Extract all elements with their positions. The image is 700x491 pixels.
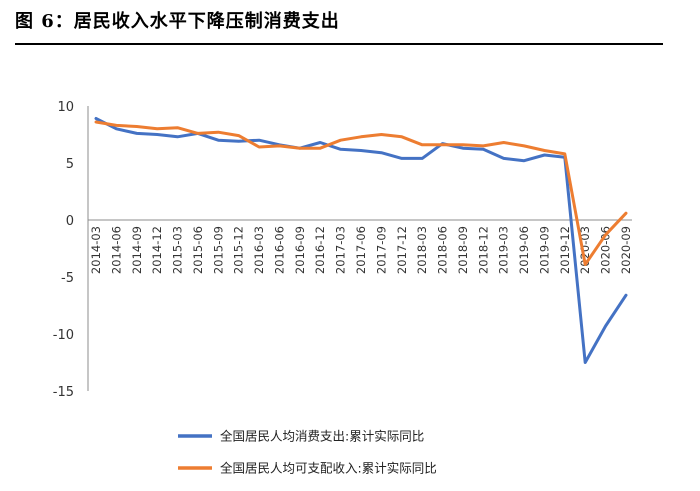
x-tick-label: 2018-06 xyxy=(436,226,450,274)
y-tick-label: -10 xyxy=(53,328,74,343)
x-tick-label: 2017-12 xyxy=(395,226,409,274)
series-lines xyxy=(94,117,628,364)
x-tick-label: 2014-06 xyxy=(109,226,123,274)
title-underline xyxy=(15,43,663,45)
x-tick-label: 2016-12 xyxy=(313,226,327,274)
x-tick-label: 2018-03 xyxy=(415,226,429,274)
legend-label: 全国居民人均消费支出:累计实际同比 xyxy=(220,429,424,444)
x-tick-label: 2017-06 xyxy=(354,226,368,274)
chart-axes xyxy=(87,106,632,391)
x-tick-label: 2015-03 xyxy=(171,226,185,274)
x-tick-label: 2014-12 xyxy=(150,226,164,274)
x-tick-label: 2016-06 xyxy=(272,226,286,274)
x-tick-label: 2015-09 xyxy=(211,226,225,274)
x-tick-label: 2017-09 xyxy=(374,226,388,274)
x-tick-label: 2016-09 xyxy=(293,226,307,274)
y-tick-label: 0 xyxy=(66,214,74,229)
x-tick-label: 2019-03 xyxy=(497,226,511,274)
x-tick-label: 2017-03 xyxy=(334,226,348,274)
x-tick-label: 2019-06 xyxy=(517,226,531,274)
y-tick-label: -5 xyxy=(61,271,74,286)
consumption-series-line xyxy=(94,117,628,364)
x-tick-label: 2016-03 xyxy=(252,226,266,274)
x-tick-labels: 2014-03 2014-06 2014-09 2014-12 2015-03 2015-… xyxy=(89,226,633,274)
y-tick-label: 10 xyxy=(57,100,74,115)
y-tick-labels: 10 5 0 -5 -10 -15 xyxy=(53,100,74,400)
x-tick-label: 2014-03 xyxy=(89,226,103,274)
y-tick-label: 5 xyxy=(66,157,74,172)
x-tick-label: 2014-09 xyxy=(130,226,144,274)
x-tick-label: 2015-12 xyxy=(232,226,246,274)
x-tick-label: 2020-09 xyxy=(619,226,633,274)
legend-label: 全国居民人均可支配收入:累计实际同比 xyxy=(220,461,437,476)
x-tick-label: 2018-09 xyxy=(456,226,470,274)
income-series-line xyxy=(94,120,628,266)
x-tick-label: 2019-09 xyxy=(537,226,551,274)
x-tick-label: 2015-06 xyxy=(191,226,205,274)
chart-title: 图 6：居民收入水平下降压制消费支出 xyxy=(15,11,340,32)
x-tick-label: 2018-12 xyxy=(476,226,490,274)
y-tick-label: -15 xyxy=(53,385,74,400)
x-tick-label: 2019-12 xyxy=(558,226,572,274)
